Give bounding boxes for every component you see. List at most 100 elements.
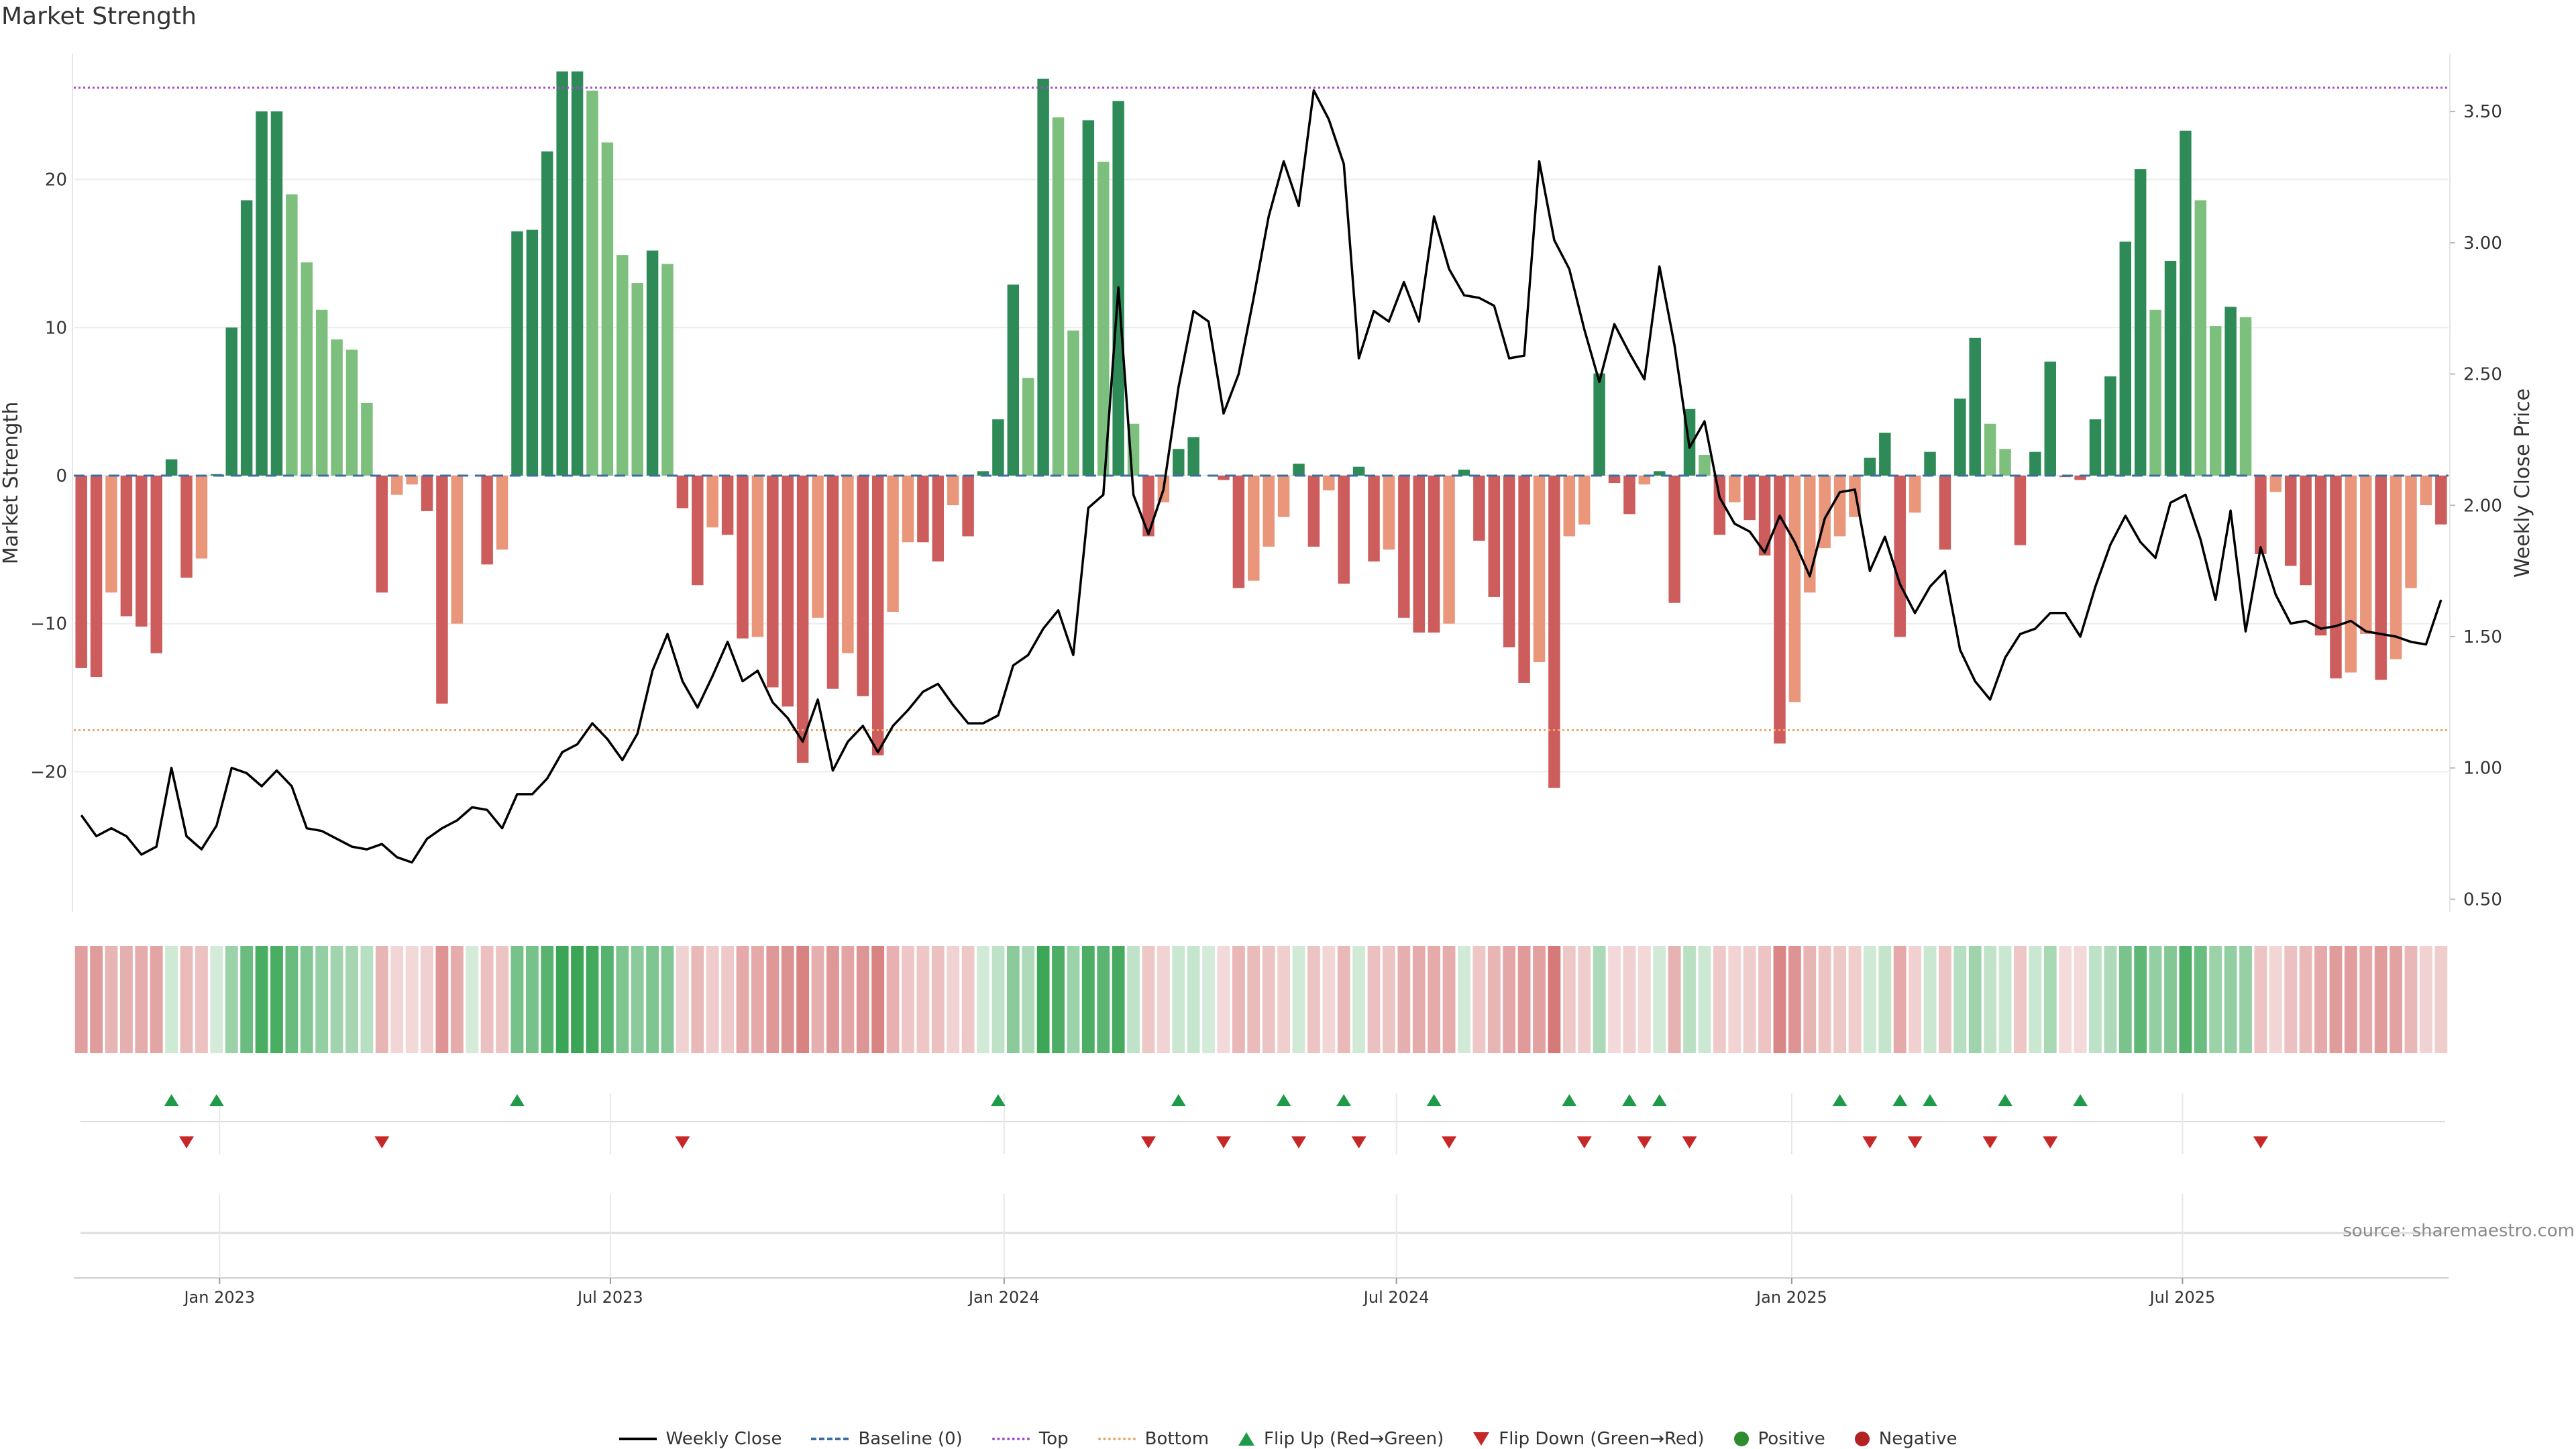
strength-bar [1488, 475, 1501, 597]
heatmap-cell [1638, 946, 1651, 1053]
legend-top[interactable]: Top [991, 1429, 1069, 1449]
strength-heatmap-strip [74, 946, 2448, 1053]
weekly-close-line [80, 89, 2443, 864]
heatmap-cell [991, 946, 1005, 1053]
heatmap-cell [1232, 946, 1245, 1053]
heatmap-cell [105, 946, 118, 1053]
x-tick-label: Jan 2025 [1755, 1288, 1827, 1307]
legend-label: Top [1038, 1429, 1069, 1449]
strength-bar [1713, 475, 1726, 535]
heatmap-cell [450, 946, 464, 1053]
strength-bar [1623, 475, 1635, 515]
heatmap-cell [1593, 946, 1606, 1053]
legend-label: Negative [1878, 1429, 1957, 1449]
heatmap-cell [330, 946, 343, 1053]
strength-bar [1097, 162, 1110, 476]
heatmap-cell [2194, 946, 2207, 1053]
legend-weekly-close[interactable]: Weekly Close [619, 1429, 782, 1449]
heatmap-cell [390, 946, 404, 1053]
strength-bar [331, 339, 343, 476]
heatmap-cell [1367, 946, 1381, 1053]
strength-bar [992, 419, 1004, 476]
strength-bar [1323, 475, 1335, 491]
strength-bar [1187, 437, 1199, 476]
strength-bar [1383, 475, 1395, 550]
heatmap-cell [856, 946, 869, 1053]
strength-bar [2435, 475, 2447, 525]
strength-bar [1503, 475, 1515, 647]
legend-baseline[interactable]: Baseline (0) [811, 1429, 963, 1449]
heatmap-cell [586, 946, 599, 1053]
flip-up-marker [509, 1094, 525, 1106]
heatmap-cell [1412, 946, 1426, 1053]
legend-flip-down[interactable]: Flip Down (Green→Red) [1473, 1429, 1705, 1449]
strength-bar [1518, 475, 1530, 683]
legend-bottom[interactable]: Bottom [1097, 1429, 1209, 1449]
flip-down-marker [1682, 1136, 1697, 1148]
strength-bar [2375, 475, 2387, 680]
strength-bar [601, 142, 614, 476]
strength-bar [1788, 475, 1801, 702]
y2-tick-label: 3.00 [2463, 233, 2502, 254]
legend-flip-up[interactable]: Flip Up (Red→Green) [1238, 1429, 1444, 1449]
flip-down-marker [1442, 1136, 1457, 1148]
heatmap-cell [691, 946, 704, 1053]
heatmap-cell [1397, 946, 1411, 1053]
heatmap-cell [285, 946, 299, 1053]
heatmap-cell [255, 946, 268, 1053]
strength-bar [1398, 475, 1410, 618]
heatmap-cell [120, 946, 133, 1053]
heatmap-cell [1157, 946, 1170, 1053]
legend-label: Baseline (0) [858, 1429, 963, 1449]
strength-bar [796, 475, 809, 763]
legend-negative[interactable]: Negative [1854, 1429, 1957, 1449]
flip-down-marker [1140, 1136, 1156, 1148]
heatmap-cell [2239, 946, 2252, 1053]
strength-bar [2149, 309, 2161, 476]
strength-bar [1593, 373, 1605, 476]
heatmap-cell [2209, 946, 2222, 1053]
strength-bar [857, 475, 869, 696]
heatmap-cell [796, 946, 810, 1053]
flip-up-marker [1562, 1094, 1577, 1106]
heatmap-cell [2299, 946, 2312, 1053]
heatmap-cell [646, 946, 659, 1053]
heatmap-cell [2284, 946, 2298, 1053]
heatmap-cell [1337, 946, 1350, 1053]
legend-positive[interactable]: Positive [1733, 1429, 1825, 1449]
strength-bar [2209, 326, 2222, 476]
chart-title: Market Strength [1, 3, 197, 30]
heatmap-cell [1998, 946, 2012, 1053]
heatmap-cell [435, 946, 449, 1053]
heatmap-cell [1081, 946, 1095, 1053]
strength-bar [556, 71, 568, 476]
heatmap-cell [1383, 946, 1395, 1053]
heatmap-cell [135, 946, 148, 1053]
x-axis: Jan 2023 Jul 2023 Jan 2024 Jul 2024 Jan 2025… [74, 1277, 2449, 1307]
heatmap-cell [1307, 946, 1320, 1053]
strength-bar [1352, 466, 1365, 476]
y-tick-label: 10 [45, 318, 67, 338]
strength-bar [902, 475, 914, 543]
heatmap-cell [1743, 946, 1756, 1053]
strength-bar [706, 475, 718, 528]
strength-bar [376, 475, 388, 593]
heatmap-cell [2104, 946, 2117, 1053]
flip-up-marker [1621, 1094, 1637, 1106]
heatmap-cell [1698, 946, 1711, 1053]
heatmap-cell [1608, 946, 1621, 1053]
strength-bar [1668, 475, 1680, 603]
strength-bar [165, 459, 178, 476]
y-tick-label: 0 [56, 466, 67, 486]
strength-bar [2420, 475, 2432, 506]
heatmap-cell [721, 946, 735, 1053]
strength-bar [1999, 449, 2011, 476]
axes: −20 −10 0 10 20 0.50 1.00 1.50 2.00 2.50 3.00 3.50 [30, 54, 2502, 912]
heatmap-cell [1548, 946, 1561, 1053]
heatmap-cell [916, 946, 930, 1053]
strength-bar [2104, 376, 2116, 476]
heatmap-cell [1953, 946, 1967, 1053]
strength-bar [676, 475, 689, 508]
flip-down-marker [1862, 1136, 1878, 1148]
strength-bar [1954, 398, 1966, 476]
